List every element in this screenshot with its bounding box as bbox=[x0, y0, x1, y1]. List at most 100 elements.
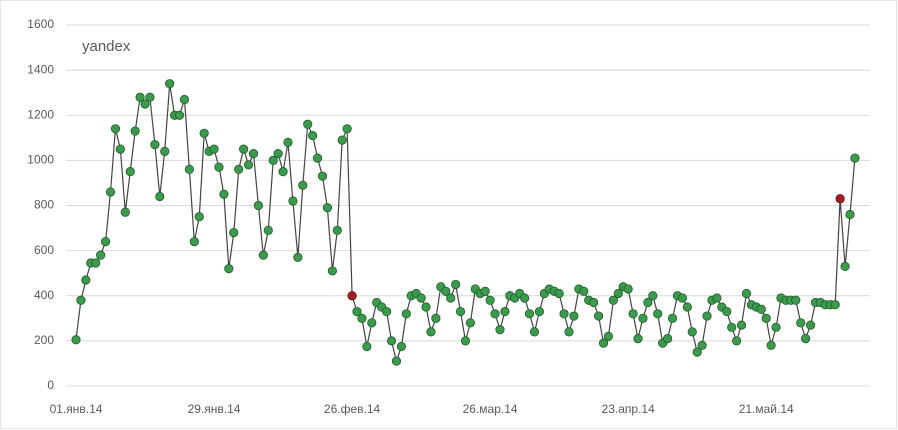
data-point bbox=[391, 356, 402, 366]
x-tick-label: 29.янв.14 bbox=[188, 402, 241, 416]
data-point bbox=[268, 155, 278, 165]
data-point bbox=[702, 311, 712, 321]
data-point bbox=[298, 180, 308, 190]
y-tick-label: 400 bbox=[34, 288, 54, 302]
data-point bbox=[761, 313, 771, 323]
data-point bbox=[347, 291, 357, 301]
data-point bbox=[194, 212, 204, 222]
data-point bbox=[91, 258, 101, 268]
data-point bbox=[248, 149, 259, 159]
y-tick-label: 1200 bbox=[27, 107, 54, 121]
data-point bbox=[628, 309, 638, 319]
data-point bbox=[140, 99, 150, 109]
data-point bbox=[608, 295, 618, 305]
data-point bbox=[697, 340, 707, 350]
series-label: yandex bbox=[82, 38, 131, 55]
data-point bbox=[603, 331, 614, 341]
data-point bbox=[741, 288, 752, 299]
data-point bbox=[579, 286, 589, 296]
data-point bbox=[485, 295, 495, 305]
data-point bbox=[712, 293, 722, 303]
data-point bbox=[416, 293, 426, 303]
data-point bbox=[214, 162, 224, 172]
data-point bbox=[165, 79, 175, 89]
data-point bbox=[258, 250, 268, 260]
data-point bbox=[682, 302, 692, 312]
data-point bbox=[224, 264, 234, 274]
data-point bbox=[184, 164, 194, 174]
data-point bbox=[155, 191, 165, 202]
data-point bbox=[623, 284, 633, 294]
data-point bbox=[239, 144, 249, 154]
data-point bbox=[396, 341, 406, 352]
data-point bbox=[490, 309, 500, 319]
y-tick-label: 1600 bbox=[27, 17, 54, 31]
data-point bbox=[613, 288, 623, 299]
data-point bbox=[71, 335, 81, 345]
data-point bbox=[638, 313, 648, 323]
data-point bbox=[460, 336, 471, 346]
data-point bbox=[209, 144, 219, 154]
data-point bbox=[771, 322, 781, 332]
data-point bbox=[263, 225, 273, 235]
y-tick-label: 600 bbox=[34, 243, 54, 257]
data-point bbox=[805, 320, 816, 330]
data-point bbox=[431, 313, 441, 323]
data-point bbox=[520, 293, 530, 303]
data-point bbox=[288, 196, 298, 206]
x-tick-label: 23.апр.14 bbox=[602, 402, 656, 416]
data-point bbox=[692, 347, 702, 357]
data-point bbox=[633, 334, 643, 344]
data-point bbox=[421, 302, 431, 312]
data-point bbox=[426, 327, 436, 337]
data-point bbox=[135, 92, 145, 102]
data-point bbox=[293, 252, 303, 262]
data-point bbox=[791, 295, 801, 305]
data-point bbox=[115, 144, 125, 154]
data-point bbox=[327, 266, 337, 276]
data-point bbox=[441, 286, 451, 296]
data-point bbox=[593, 311, 604, 321]
data-point bbox=[105, 187, 116, 197]
data-point bbox=[677, 293, 687, 303]
y-tick-label: 200 bbox=[34, 333, 54, 347]
data-point bbox=[401, 309, 411, 319]
data-point bbox=[840, 261, 850, 272]
data-point bbox=[337, 135, 347, 145]
data-point bbox=[317, 171, 328, 181]
y-tick-label: 1400 bbox=[27, 62, 54, 76]
data-point bbox=[283, 137, 293, 147]
data-point bbox=[130, 126, 140, 136]
data-point bbox=[174, 110, 185, 120]
data-point bbox=[648, 291, 658, 301]
data-point bbox=[598, 338, 609, 348]
data-point bbox=[845, 209, 855, 220]
x-tick-label: 21.май.14 bbox=[739, 402, 794, 416]
data-point bbox=[662, 334, 673, 344]
data-point bbox=[189, 237, 199, 247]
data-point bbox=[381, 306, 392, 317]
data-point bbox=[362, 341, 372, 352]
data-point bbox=[386, 336, 397, 346]
data-point bbox=[125, 167, 135, 177]
data-point bbox=[653, 309, 663, 319]
data-point bbox=[495, 324, 505, 335]
data-point bbox=[756, 304, 766, 314]
data-point bbox=[727, 322, 737, 332]
data-point bbox=[96, 250, 106, 260]
y-tick-label: 1000 bbox=[27, 153, 54, 167]
data-point bbox=[308, 130, 318, 141]
data-point bbox=[667, 313, 678, 323]
data-point bbox=[322, 203, 333, 213]
data-point bbox=[219, 189, 229, 199]
data-point bbox=[643, 297, 653, 308]
data-point bbox=[179, 94, 190, 105]
data-point bbox=[145, 92, 155, 102]
data-point bbox=[564, 327, 574, 337]
data-point bbox=[278, 167, 288, 177]
data-point bbox=[480, 286, 490, 296]
data-point bbox=[569, 311, 579, 321]
data-point bbox=[589, 297, 599, 308]
